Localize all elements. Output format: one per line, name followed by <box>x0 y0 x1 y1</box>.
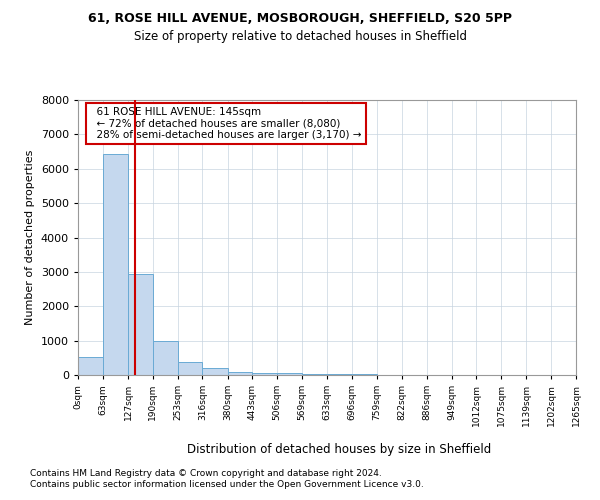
Bar <box>327 374 352 375</box>
Text: 61, ROSE HILL AVENUE, MOSBOROUGH, SHEFFIELD, S20 5PP: 61, ROSE HILL AVENUE, MOSBOROUGH, SHEFFI… <box>88 12 512 26</box>
Text: 61 ROSE HILL AVENUE: 145sqm
  ← 72% of detached houses are smaller (8,080)
  28%: 61 ROSE HILL AVENUE: 145sqm ← 72% of det… <box>91 107 362 140</box>
Text: Contains public sector information licensed under the Open Government Licence v3: Contains public sector information licen… <box>30 480 424 489</box>
Text: Distribution of detached houses by size in Sheffield: Distribution of detached houses by size … <box>187 442 491 456</box>
Bar <box>202 368 227 375</box>
Bar <box>277 374 302 375</box>
Bar <box>103 154 128 375</box>
Bar <box>128 274 153 375</box>
Text: Contains HM Land Registry data © Crown copyright and database right 2024.: Contains HM Land Registry data © Crown c… <box>30 468 382 477</box>
Bar <box>227 372 253 375</box>
Bar <box>78 357 103 375</box>
Bar <box>153 342 178 375</box>
Bar <box>253 373 277 375</box>
Bar <box>302 374 327 375</box>
Text: Size of property relative to detached houses in Sheffield: Size of property relative to detached ho… <box>133 30 467 43</box>
Bar <box>352 374 377 375</box>
Bar <box>178 362 202 375</box>
Y-axis label: Number of detached properties: Number of detached properties <box>25 150 35 325</box>
